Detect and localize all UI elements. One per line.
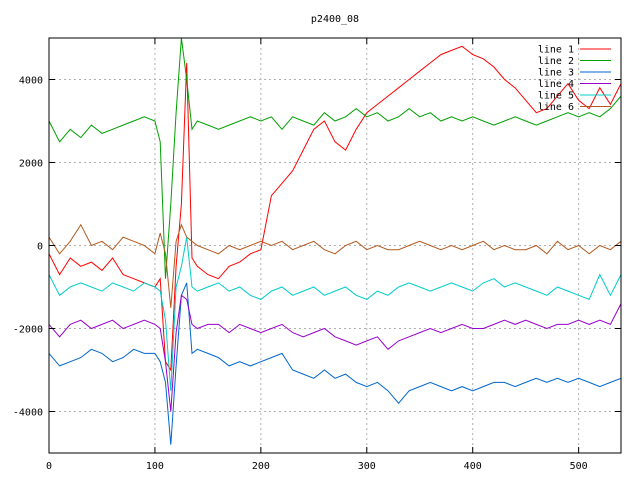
legend-label-5: line 5 xyxy=(538,91,574,102)
legend-label-1: line 1 xyxy=(538,45,574,56)
x-tick-label: 300 xyxy=(358,461,376,472)
legend-label-6: line 6 xyxy=(538,102,574,113)
series-line-6 xyxy=(49,223,621,308)
y-tick-label: -2000 xyxy=(13,325,43,336)
series-line-2 xyxy=(49,38,621,279)
legend-label-4: line 4 xyxy=(538,79,574,90)
series-line-3 xyxy=(49,282,621,445)
x-tick-label: 500 xyxy=(570,461,588,472)
legend-label-2: line 2 xyxy=(538,56,574,67)
y-tick-label: 4000 xyxy=(19,76,43,87)
x-tick-label: 400 xyxy=(464,461,482,472)
series-group xyxy=(49,38,621,445)
x-tick-label: 200 xyxy=(252,461,270,472)
grid-lines xyxy=(49,38,621,453)
legend-label-3: line 3 xyxy=(538,68,574,79)
series-line-5 xyxy=(49,237,621,391)
y-tick-label: 0 xyxy=(37,242,43,253)
x-tick-label: 0 xyxy=(46,461,52,472)
x-tick-label: 100 xyxy=(146,461,164,472)
axis-ticks: 0 100 200 300 400 500 -4000 -2000 0 2000 4000 xyxy=(13,38,621,472)
series-line-4 xyxy=(49,294,621,412)
chart-title: p2400_08 xyxy=(311,14,359,25)
y-tick-label: 2000 xyxy=(19,159,43,170)
y-tick-label: -4000 xyxy=(13,408,43,419)
